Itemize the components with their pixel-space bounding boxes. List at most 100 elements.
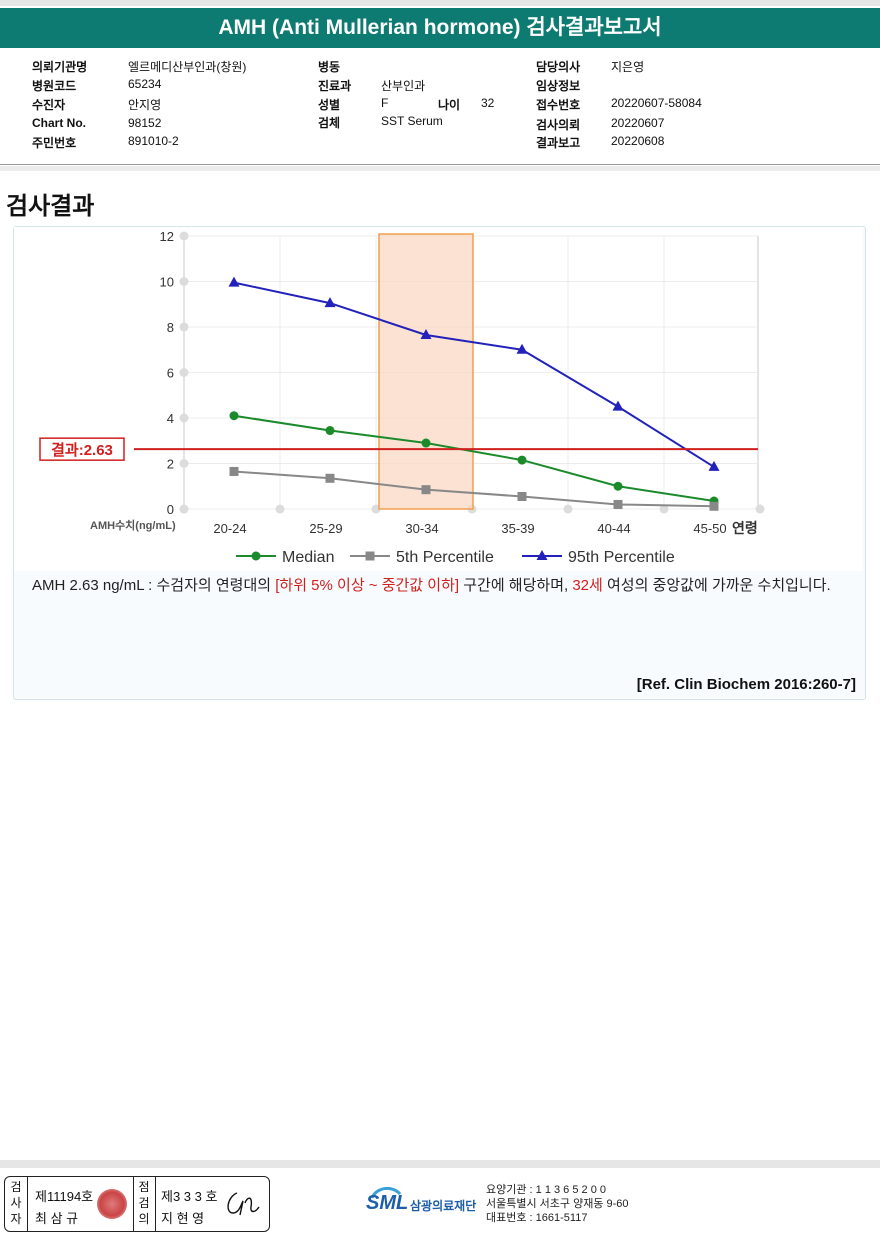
y-tick-label: 4 <box>167 411 174 426</box>
x-tick-dot <box>659 504 669 514</box>
legend-marker <box>365 551 375 561</box>
age-group-highlight <box>378 233 474 510</box>
x-tick-dot <box>563 504 573 514</box>
y-tick-dot <box>179 322 189 332</box>
requested-value: 20220607 <box>611 116 665 130</box>
signature-icon <box>227 1192 260 1216</box>
y-tick-label: 10 <box>160 275 174 290</box>
x-tick-label: 45-50 <box>693 521 726 536</box>
department-value: 산부인과 <box>381 79 426 93</box>
x-tick-label: 35-39 <box>501 521 534 536</box>
patient-info: 의뢰기관명 엘르메디산부인과(창원) 병원코드 65234 수진자 안지영 Ch… <box>0 52 880 164</box>
addr-line-2: 서울특별시 서초구 양재동 9-60 <box>486 1198 629 1210</box>
institution-value: 엘르메디산부인과(창원) <box>128 60 247 74</box>
sex-label: 성별 <box>318 98 341 112</box>
section-title: 검사결과 <box>6 193 95 220</box>
sig-divider <box>27 1177 28 1231</box>
median-point <box>517 455 527 465</box>
result-label-box <box>39 437 125 461</box>
x-tick-dot <box>179 504 189 514</box>
addr-line-1: 요양기관 : 1 1 3 6 5 2 0 0 <box>486 1184 606 1196</box>
confirmer-name: 지 현 영 <box>161 1211 205 1226</box>
5th-percentile-line <box>233 470 715 508</box>
clinical-info-label: 임상정보 <box>536 79 581 93</box>
logo-mark-icon: SML <box>366 1182 408 1222</box>
institution-address: 요양기관 : 1 1 3 6 5 2 0 0 서울특별시 서초구 양재동 9-6… <box>486 1183 629 1225</box>
top-border <box>0 0 880 6</box>
5th-percentile-point <box>517 491 527 501</box>
y-tick-dot <box>179 459 189 468</box>
legend-label-median: Median <box>282 549 334 566</box>
logo-name: 삼광의료재단 <box>410 1199 477 1213</box>
divider-shadow <box>0 166 880 171</box>
y-tick-label: 8 <box>167 320 174 335</box>
examinee-label: 수진자 <box>32 98 66 112</box>
x-tick-label: 20-24 <box>213 521 246 536</box>
seal-stamp-icon <box>97 1189 127 1219</box>
legend-label-5th-percentile: 5th Percentile <box>396 549 494 566</box>
5th-percentile-point <box>325 473 335 483</box>
reference-text: [Ref. Clin Biochem 2016:260-7] <box>636 676 856 693</box>
examiner-no: 제11194호 <box>35 1189 94 1204</box>
footer-divider <box>0 1160 880 1168</box>
y-tick-dot <box>179 277 189 286</box>
requested-label: 검사의뢰 <box>536 118 581 132</box>
x-tick-label: 30-34 <box>405 521 438 536</box>
accession-value: 20220607-58084 <box>611 96 702 110</box>
y-tick-label: 12 <box>160 229 174 244</box>
examiner-name: 최 삼 규 <box>35 1211 79 1226</box>
hospital-code-value: 65234 <box>128 77 162 91</box>
median-point <box>229 411 239 421</box>
median-point <box>421 438 431 448</box>
95th-percentile-point <box>612 400 624 411</box>
median-point <box>325 426 335 436</box>
report-title: AMH (Anti Mullerian hormone) 검사결과보고서 <box>0 8 880 48</box>
x-tick-label: 40-44 <box>597 521 630 536</box>
y-tick-label: 0 <box>167 502 174 517</box>
department-label: 진료과 <box>318 79 352 93</box>
amh-chart: 0 2 4 6 8 10 12 20-24 25-29 30-34 35-39 40-44 45-50 연… <box>39 229 765 566</box>
interp-middle: 구간에 해당하며, <box>459 577 573 594</box>
chart-no-label: Chart No. <box>32 116 86 130</box>
specimen-label: 검체 <box>318 116 341 130</box>
y-tick-dot <box>179 231 189 241</box>
age-value: 32 <box>481 96 495 110</box>
interp-prefix: AMH 2.63 ng/mL : 수검자의 연령대의 <box>32 577 276 594</box>
resident-no-label: 주민번호 <box>32 136 77 150</box>
y-tick-label: 6 <box>167 366 174 381</box>
sig-divider <box>155 1177 156 1231</box>
sex-value: F <box>381 96 389 110</box>
chart-no-value: 98152 <box>128 116 162 130</box>
age-label: 나이 <box>438 98 461 112</box>
x-tick-dot <box>755 504 765 514</box>
ward-label: 병동 <box>318 60 341 74</box>
95th-percentile-line <box>233 281 715 468</box>
divider <box>0 164 880 165</box>
legend-label-95th-percentile: 95th Percentile <box>568 549 675 566</box>
x-axis-label: 연령 <box>732 520 758 536</box>
5th-percentile-point <box>229 466 239 476</box>
95th-percentile-point <box>420 328 432 339</box>
95th-percentile-point <box>708 460 720 471</box>
x-tick-dot <box>275 504 285 514</box>
hospital-code-label: 병원코드 <box>32 79 77 93</box>
y-tick-dot <box>179 413 189 423</box>
examinee-value: 안지영 <box>128 98 162 112</box>
median-point <box>613 481 623 491</box>
median-line <box>233 414 715 503</box>
legend-marker <box>536 550 548 560</box>
95th-percentile-point <box>516 343 528 354</box>
interp-range: [하위 5% 이상 ~ 중간값 이하] <box>275 577 460 594</box>
interpretation-text: AMH 2.63 ng/mL : 수검자의 연령대의 [하위 5% 이상 ~ 중… <box>32 575 858 597</box>
resident-no-value: 891010-2 <box>128 134 179 148</box>
y-tick-dot <box>179 368 189 377</box>
sig-divider <box>133 1177 134 1231</box>
physician-label: 담당의사 <box>536 60 581 74</box>
institution-label: 의뢰기관명 <box>32 60 88 74</box>
95th-percentile-point <box>228 276 240 287</box>
interp-age: 32세 <box>572 577 603 594</box>
y-tick-label: 2 <box>167 457 174 472</box>
